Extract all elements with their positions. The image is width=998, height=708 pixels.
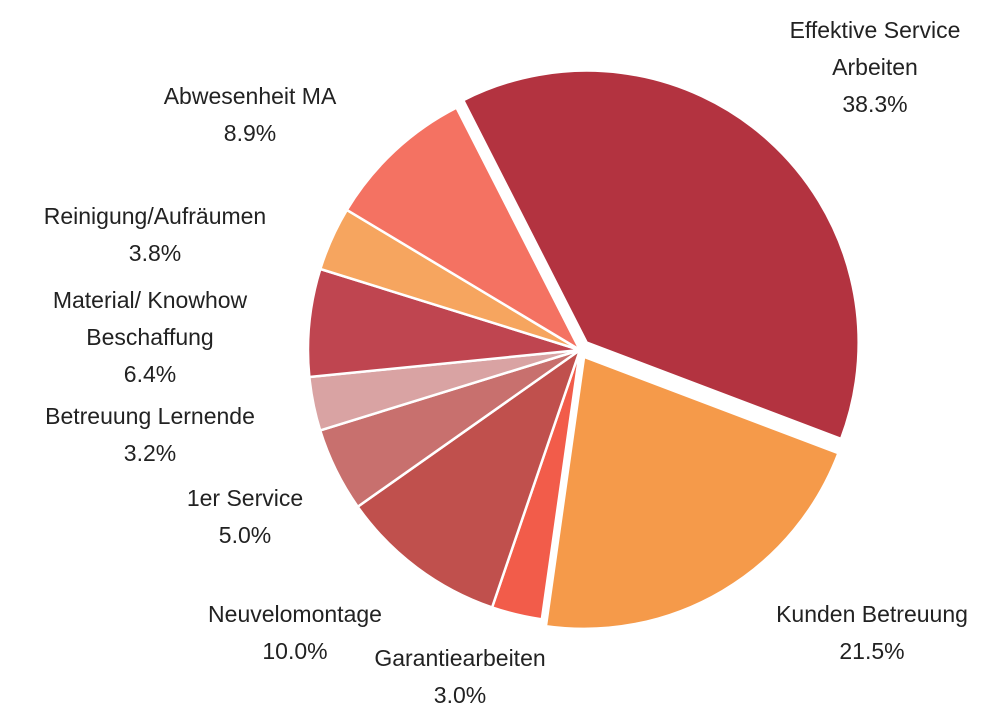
slice-label: Material/ Knowhow Beschaffung 6.4% — [10, 282, 290, 393]
category-label: Reinigung/Aufräumen — [43, 203, 267, 229]
value-label: 10.0% — [262, 638, 328, 664]
slice-label: Reinigung/Aufräumen 3.8% — [5, 198, 305, 272]
slice-label: Effektive Service Arbeiten 38.3% — [765, 12, 985, 123]
value-label: 21.5% — [839, 638, 905, 664]
category-label: 1er Service — [186, 485, 304, 511]
slice-label: Abwesenheit MA 8.9% — [120, 78, 380, 152]
slice-label: Neuvelomontage 10.0% — [165, 596, 425, 670]
value-label: 38.3% — [842, 91, 908, 117]
slice-label: Kunden Betreuung 21.5% — [742, 596, 998, 670]
category-label: Material/ Knowhow Beschaffung — [52, 287, 248, 350]
value-label: 3.2% — [123, 440, 177, 466]
value-label: 6.4% — [123, 361, 177, 387]
value-label: 3.8% — [128, 240, 182, 266]
slice-label: Betreuung Lernende 3.2% — [0, 398, 300, 472]
category-label: Effektive Service Arbeiten — [789, 17, 961, 80]
pie-slice — [544, 355, 841, 631]
category-label: Betreuung Lernende — [45, 403, 255, 429]
pie-slice — [355, 346, 583, 609]
pie-slice — [345, 105, 584, 354]
slice-label: 1er Service 5.0% — [145, 480, 345, 554]
value-label: 8.9% — [223, 120, 277, 146]
category-label: Garantiearbeiten — [374, 645, 546, 671]
slice-label: Garantiearbeiten 3.0% — [330, 640, 590, 708]
category-label: Abwesenheit MA — [163, 83, 337, 109]
value-label: 5.0% — [218, 522, 272, 548]
category-label: Neuvelomontage — [208, 601, 382, 627]
category-label: Kunden Betreuung — [776, 601, 968, 627]
value-label: 3.0% — [433, 682, 487, 708]
pie-slice — [461, 69, 860, 441]
